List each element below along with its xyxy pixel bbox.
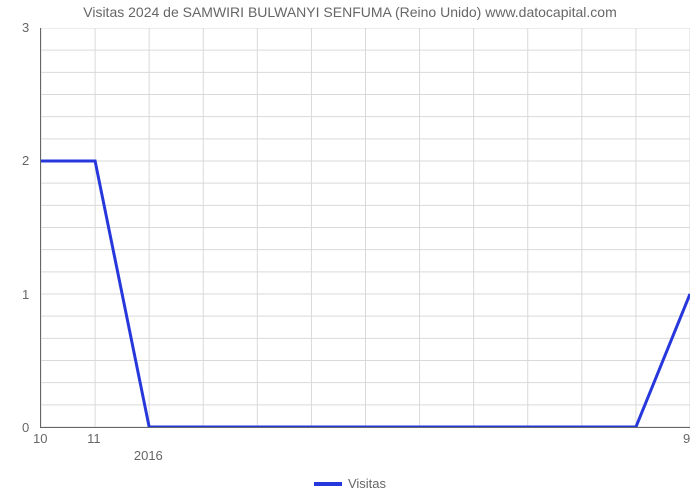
legend-label: Visitas xyxy=(348,476,386,491)
chart-title: Visitas 2024 de SAMWIRI BULWANYI SENFUMA… xyxy=(0,4,700,20)
y-tick: 1 xyxy=(22,287,29,302)
legend-swatch xyxy=(314,482,342,486)
plot-svg xyxy=(41,28,690,427)
legend: Visitas xyxy=(0,476,700,491)
y-tick: 0 xyxy=(22,420,29,435)
y-tick: 3 xyxy=(22,20,29,35)
x-tick: 11 xyxy=(87,431,101,446)
x-tick: 10 xyxy=(33,431,47,446)
plot-area xyxy=(40,28,690,428)
x-tick: 9 xyxy=(683,431,690,446)
x-center-label: 2016 xyxy=(128,448,168,463)
y-tick: 2 xyxy=(22,153,29,168)
